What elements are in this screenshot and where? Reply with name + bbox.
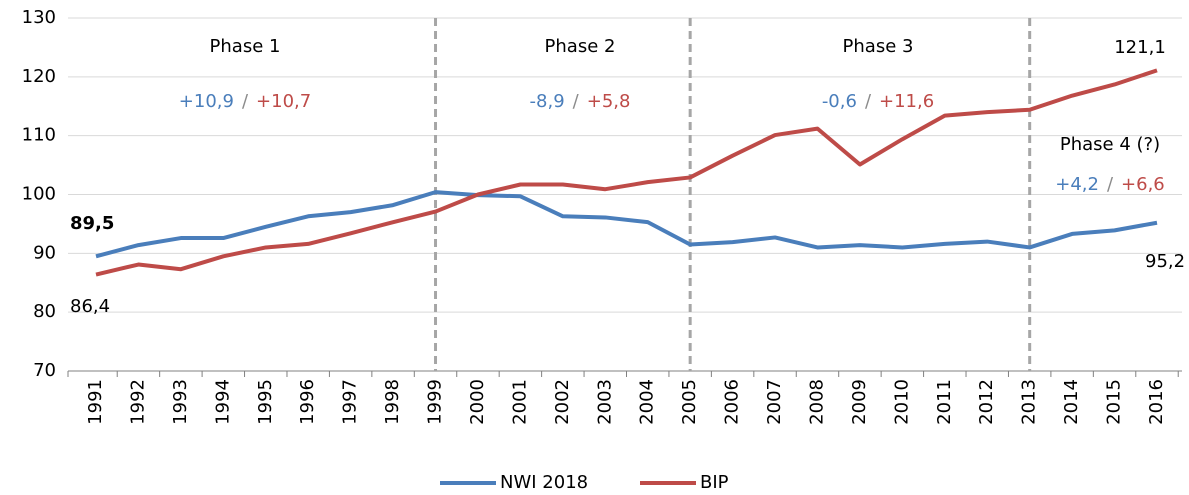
x-tick-label: 2014: [1061, 379, 1082, 425]
y-tick-label: 110: [22, 125, 56, 146]
y-tick-label: 90: [33, 242, 56, 263]
series-line: [95, 190, 1158, 259]
x-tick-label: 2012: [976, 379, 997, 425]
phase-nwi: -8,9: [530, 91, 565, 112]
y-tick-label: 130: [22, 7, 56, 28]
value-label: 86,4: [70, 296, 110, 317]
value-label: 89,5: [70, 213, 114, 234]
phase-label: Phase 2: [545, 36, 616, 57]
x-tick-label: 2009: [849, 379, 870, 425]
x-tick-label: 1992: [127, 379, 148, 425]
phase-separator: /: [1107, 174, 1114, 195]
x-tick-label: 1997: [340, 379, 361, 425]
phase-change: -8,9 / +5,8: [530, 91, 631, 112]
x-tick-label: 2008: [806, 379, 827, 425]
phase-bip: +6,6: [1121, 174, 1165, 195]
phase-separator: /: [573, 91, 580, 112]
x-tick-label: 1998: [382, 379, 403, 425]
value-label: 121,1: [1114, 37, 1166, 58]
x-tick-label: 2004: [637, 379, 658, 425]
phase-nwi: +10,9: [179, 91, 234, 112]
y-tick-label: 120: [22, 66, 56, 87]
y-tick-label: 100: [22, 184, 56, 205]
phase-nwi: +4,2: [1055, 174, 1099, 195]
x-tick-label: 2000: [467, 379, 488, 425]
x-tick-label: 1995: [255, 379, 276, 425]
phase-bip: +11,6: [879, 91, 934, 112]
legend-label: BIP: [700, 472, 729, 493]
x-tick-label: 2001: [509, 379, 530, 425]
phase-nwi: -0,6: [822, 91, 857, 112]
series-line: [95, 68, 1158, 277]
phase-label: Phase 3: [843, 36, 914, 57]
x-tick-label: 2002: [552, 379, 573, 425]
x-tick-label: 2015: [1104, 379, 1125, 425]
phase-label: Phase 4 (?): [1060, 134, 1160, 155]
x-tick-label: 1996: [297, 379, 318, 425]
x-tick-label: 1999: [425, 379, 446, 425]
value-label: 95,2: [1145, 251, 1185, 272]
phase-separator: /: [242, 91, 249, 112]
x-tick-label: 2016: [1146, 379, 1167, 425]
x-tick-label: 2010: [891, 379, 912, 425]
phase-separator: /: [865, 91, 872, 112]
y-tick-label: 80: [33, 301, 56, 322]
x-tick-label: 2006: [722, 379, 743, 425]
x-tick-label: 2007: [764, 379, 785, 425]
phase-bip: +10,7: [256, 91, 311, 112]
x-tick-label: 1993: [170, 379, 191, 425]
phase-change: +10,9 / +10,7: [179, 91, 311, 112]
phase-bip: +5,8: [587, 91, 631, 112]
x-tick-label: 1994: [212, 379, 233, 425]
legend-label: NWI 2018: [500, 472, 588, 493]
phase-change: +4,2 / +6,6: [1055, 174, 1165, 195]
x-tick-label: 2003: [594, 379, 615, 425]
x-tick-label: 1991: [85, 379, 106, 425]
y-tick-label: 70: [33, 360, 56, 381]
phase-change: -0,6 / +11,6: [822, 91, 934, 112]
phase-label: Phase 1: [210, 36, 281, 57]
x-tick-label: 2013: [1019, 379, 1040, 425]
x-tick-label: 2011: [934, 379, 955, 425]
x-tick-label: 2005: [679, 379, 700, 425]
